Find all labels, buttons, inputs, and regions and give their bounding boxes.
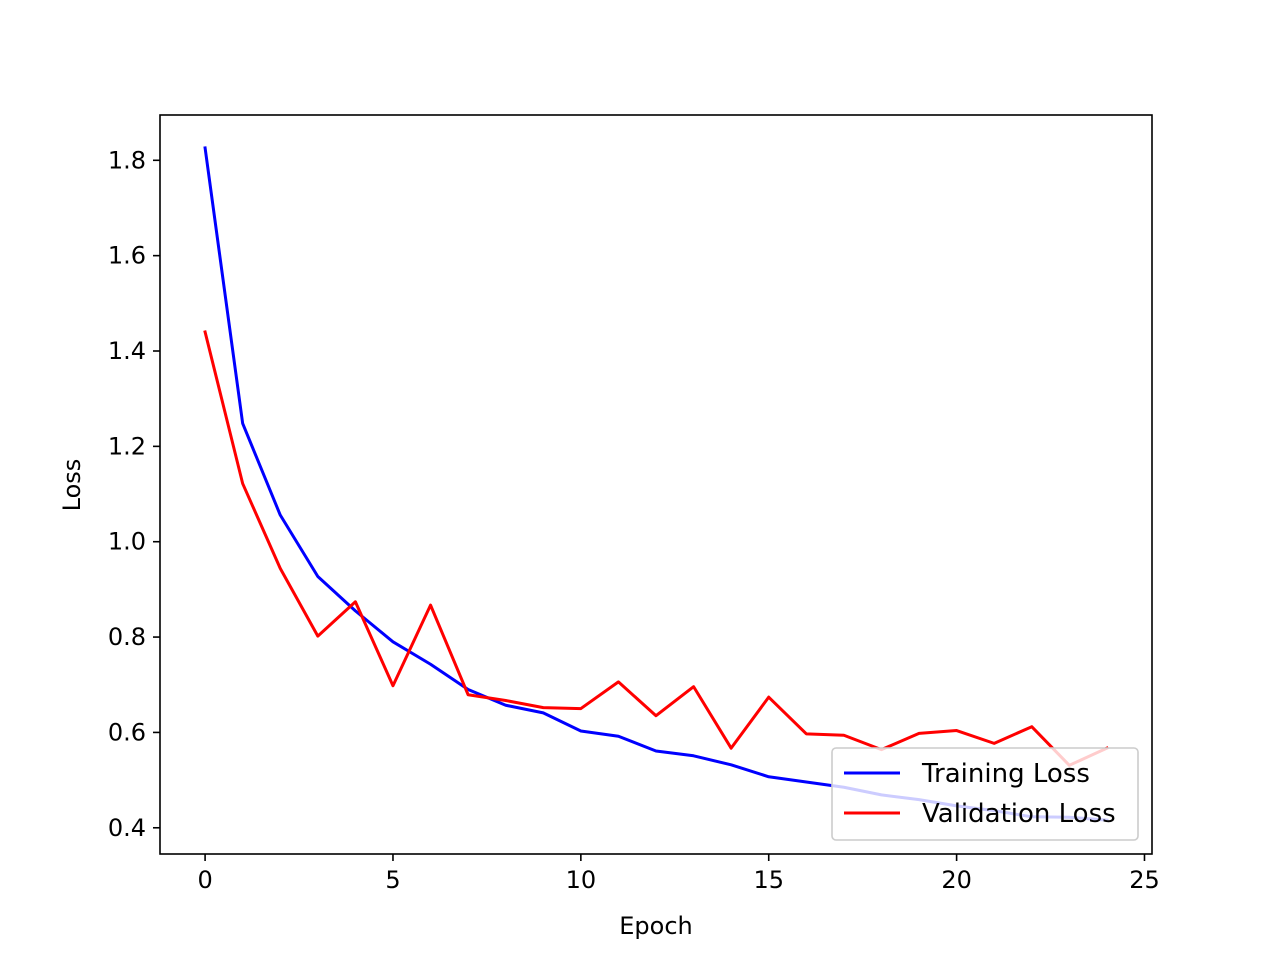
y-tick-label: 1.2 — [108, 432, 146, 460]
x-tick-label: 25 — [1129, 866, 1160, 894]
plot-area — [160, 115, 1152, 854]
series-line-validation-loss — [203, 330, 1109, 767]
plot-frame — [159, 114, 1153, 855]
x-tick-label: 15 — [753, 866, 784, 894]
x-tick-label: 10 — [566, 866, 597, 894]
x-tick-label: 20 — [941, 866, 972, 894]
y-tick-label: 1.8 — [108, 146, 146, 174]
y-axis-label: Loss — [58, 459, 86, 512]
y-tick-label: 1.4 — [108, 337, 146, 365]
legend-label: Validation Loss — [922, 799, 1116, 829]
y-tick-label: 0.8 — [108, 623, 146, 651]
legend-label: Training Loss — [921, 759, 1090, 789]
legend: Training Loss Validation Loss — [831, 747, 1139, 841]
x-axis-label: Epoch — [619, 912, 693, 940]
legend-box — [831, 747, 1139, 841]
x-axis-ticks: 0 5 10 15 20 25 — [197, 854, 1160, 894]
y-tick-label: 1.6 — [108, 242, 146, 270]
y-axis-ticks: 0.4 0.6 0.8 1.0 1.2 1.4 1.6 1.8 — [108, 146, 160, 842]
x-tick-label: 0 — [197, 866, 212, 894]
y-tick-label: 1.0 — [108, 528, 146, 556]
y-tick-label: 0.4 — [108, 814, 146, 842]
y-tick-label: 0.6 — [108, 718, 146, 746]
x-tick-label: 5 — [385, 866, 400, 894]
